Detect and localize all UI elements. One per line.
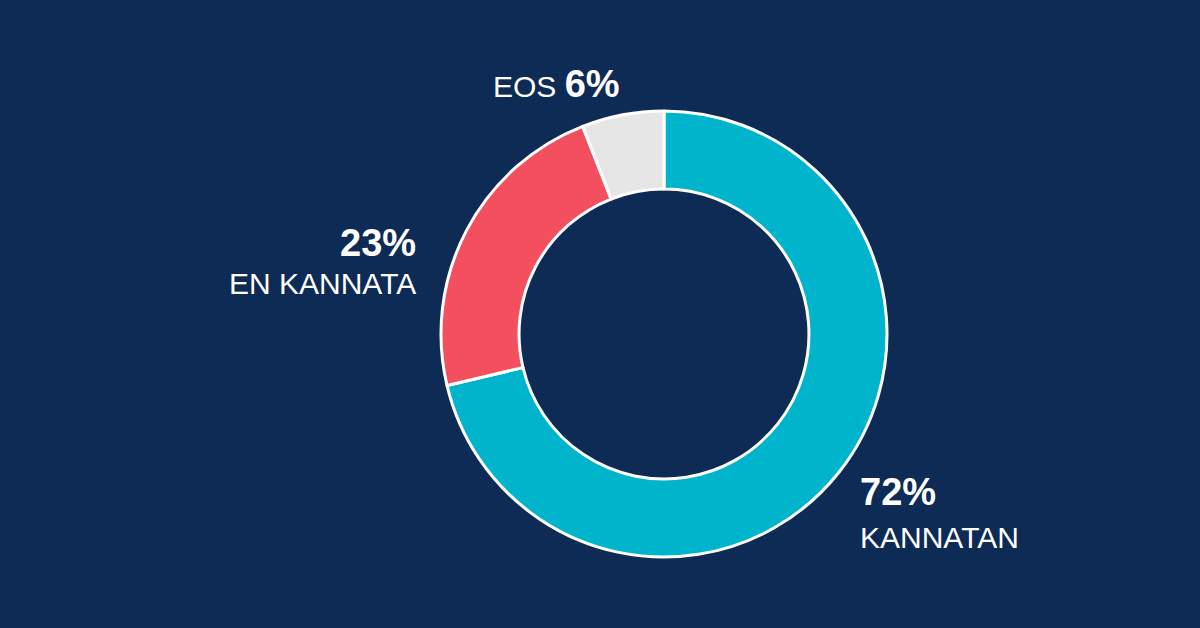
svg-text:KANNATAN: KANNATAN: [860, 521, 1019, 554]
svg-text:72%: 72%: [860, 471, 936, 513]
svg-text:EN KANNATA: EN KANNATA: [229, 267, 416, 300]
svg-text:23%: 23%: [340, 222, 416, 264]
svg-text:EOS 6%: EOS 6%: [493, 63, 620, 105]
